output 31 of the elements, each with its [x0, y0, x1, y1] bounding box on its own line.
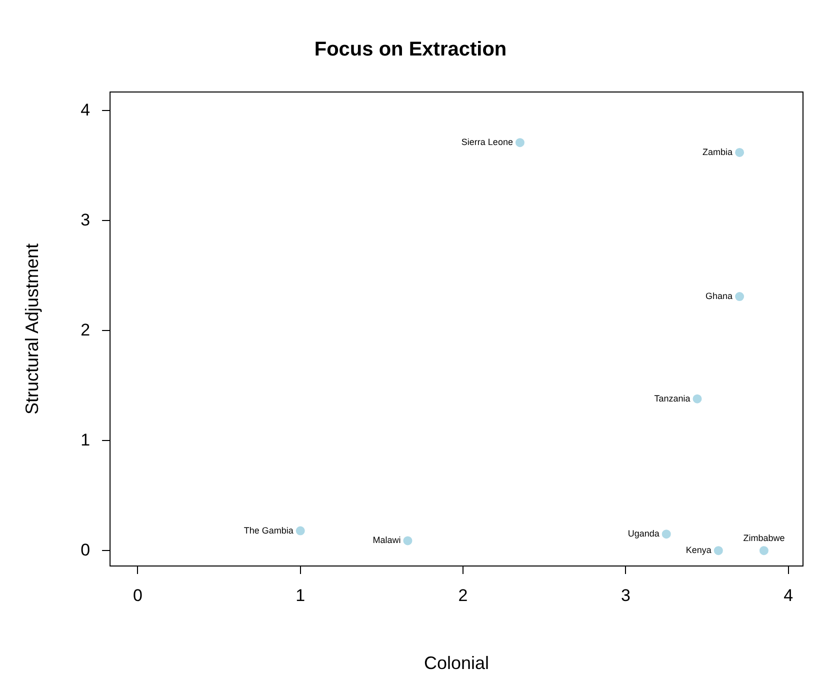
point	[515, 138, 524, 148]
x-axis-title: Colonial	[424, 653, 490, 674]
chart-title: Focus on Extraction	[314, 38, 507, 61]
point	[692, 394, 702, 404]
point	[759, 546, 768, 556]
annotation: Tanzania	[654, 393, 690, 404]
point	[735, 148, 744, 157]
x-tick-label: 4	[784, 586, 794, 605]
point	[735, 292, 744, 302]
y-tick-label: 0	[80, 540, 90, 560]
x-tick-label: 0	[132, 586, 142, 605]
y-tick-label: 2	[80, 320, 90, 340]
annotation: Kenya	[686, 545, 712, 556]
point	[714, 546, 723, 556]
y-tick-label: 4	[80, 100, 90, 120]
point	[662, 530, 671, 539]
annotation: Sierra Leone	[461, 137, 513, 148]
y-tick-label: 1	[80, 430, 90, 450]
y-tick-label: 3	[80, 210, 90, 230]
annotation: Malawi	[372, 535, 401, 546]
point	[296, 526, 305, 536]
y-axis-title: Structural Adjustment	[22, 243, 42, 415]
annotation: Zambia	[702, 146, 733, 157]
x-tick-label: 2	[458, 586, 468, 605]
annotation: Uganda	[628, 528, 660, 539]
x-tick-label: 1	[296, 586, 306, 605]
annotation: Ghana	[706, 291, 733, 302]
annotation: The Gambia	[244, 525, 294, 536]
x-tick-label: 3	[620, 586, 630, 605]
annotation: Zimbabwe	[743, 533, 785, 544]
point	[403, 536, 412, 546]
